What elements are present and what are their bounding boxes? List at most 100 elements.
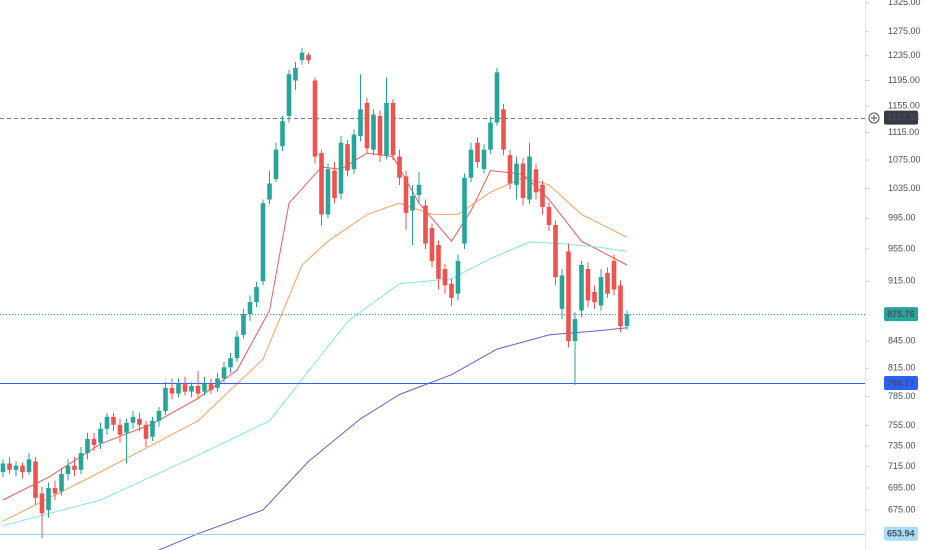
candle-body <box>306 55 311 60</box>
candle-body <box>20 465 25 472</box>
candle-body <box>572 319 578 342</box>
candle-body <box>163 387 168 411</box>
candle-body <box>91 438 97 445</box>
candle-body <box>0 463 6 472</box>
y-tick-label: 695.00 <box>888 482 916 492</box>
y-tick-label: 675.00 <box>888 504 916 514</box>
candle-body <box>59 474 64 492</box>
candle-body <box>462 177 467 244</box>
y-tick-label: 1235.00 <box>888 50 921 60</box>
candle-body <box>280 121 285 147</box>
candle-body <box>130 416 136 423</box>
candle-body <box>559 275 565 309</box>
candle-body <box>390 102 396 156</box>
candle-body <box>13 465 19 470</box>
candle-body <box>267 183 272 200</box>
candle-body <box>429 228 435 261</box>
candle-body <box>260 203 266 282</box>
candle-body <box>72 465 77 470</box>
candle-body <box>592 291 597 303</box>
y-tick-label: 845.00 <box>888 335 916 345</box>
price-label: 875.76 <box>887 309 915 319</box>
candle-body <box>358 109 363 136</box>
candle-body <box>137 418 142 425</box>
candle-body <box>403 176 409 213</box>
candle-body <box>169 387 175 394</box>
y-tick-label: 995.00 <box>888 213 916 223</box>
candle-body <box>117 424 123 435</box>
candle-body <box>475 142 480 163</box>
candle-body <box>208 384 214 390</box>
moving-average-line <box>2 241 628 527</box>
candle-body <box>286 74 292 116</box>
candle-body <box>143 424 149 439</box>
candle-body <box>7 463 12 470</box>
candle-body <box>273 149 279 180</box>
price-label-box <box>884 307 918 322</box>
y-tick-label: 785.00 <box>888 391 916 401</box>
price-label: 1137.33 <box>887 113 919 123</box>
price-label-box <box>884 375 918 390</box>
candle-body <box>228 358 233 368</box>
moving-average-line <box>2 177 628 522</box>
candle-body <box>455 260 461 294</box>
candle-body <box>371 114 376 150</box>
candle-body <box>449 283 454 298</box>
y-tick-label: 715.00 <box>888 461 916 471</box>
candle-body <box>436 245 441 279</box>
candle-body <box>182 384 188 392</box>
candle-body <box>332 170 337 199</box>
candle-body <box>176 384 181 394</box>
y-tick-label: 955.00 <box>888 243 916 253</box>
candle-body <box>377 115 383 156</box>
candle-body <box>39 493 45 514</box>
candle-body <box>26 459 32 472</box>
candle-body <box>468 149 474 178</box>
y-tick-label: 735.00 <box>888 440 916 450</box>
candle-body <box>579 264 584 311</box>
y-tick-label: 1155.00 <box>888 100 920 110</box>
candle-body <box>33 461 38 498</box>
candle-body <box>247 302 253 314</box>
candle-body <box>202 384 207 392</box>
candle-body <box>52 488 58 494</box>
candle-body <box>546 206 552 226</box>
candle-body <box>585 268 591 301</box>
candle-body <box>494 72 500 123</box>
candle-body <box>299 52 305 60</box>
y-tick-label: 1195.00 <box>888 75 920 85</box>
candle-body <box>507 155 513 184</box>
candle-body <box>488 122 493 150</box>
price-label-box <box>884 526 918 541</box>
candle-body <box>605 273 610 294</box>
candle-body <box>618 285 623 327</box>
candle-body <box>293 67 298 81</box>
candle-body <box>189 385 194 392</box>
candle-body <box>598 277 604 306</box>
y-tick-label: 1075.00 <box>888 154 921 164</box>
candle-body <box>481 149 487 170</box>
candle-body <box>553 225 558 278</box>
candle-body <box>156 410 162 421</box>
candle-body <box>195 385 201 394</box>
add-alert-icon[interactable] <box>868 112 880 124</box>
candle-body <box>241 313 246 335</box>
candle-body <box>514 163 519 185</box>
y-tick-label: 1275.00 <box>888 26 921 36</box>
candle-body <box>85 438 90 454</box>
price-label-box <box>884 110 918 125</box>
candle-body <box>325 169 331 215</box>
candle-body <box>78 453 84 470</box>
candle-body <box>124 422 129 433</box>
candle-body <box>351 134 357 170</box>
candle-body <box>611 260 617 290</box>
candle-body <box>416 184 422 196</box>
candle-body <box>397 156 402 178</box>
candle-body <box>442 268 448 286</box>
candle-body <box>338 142 344 194</box>
candle-body <box>566 251 571 342</box>
candle-body <box>215 378 220 388</box>
candle-body <box>104 416 110 429</box>
price-label: 799.17 <box>887 378 915 388</box>
